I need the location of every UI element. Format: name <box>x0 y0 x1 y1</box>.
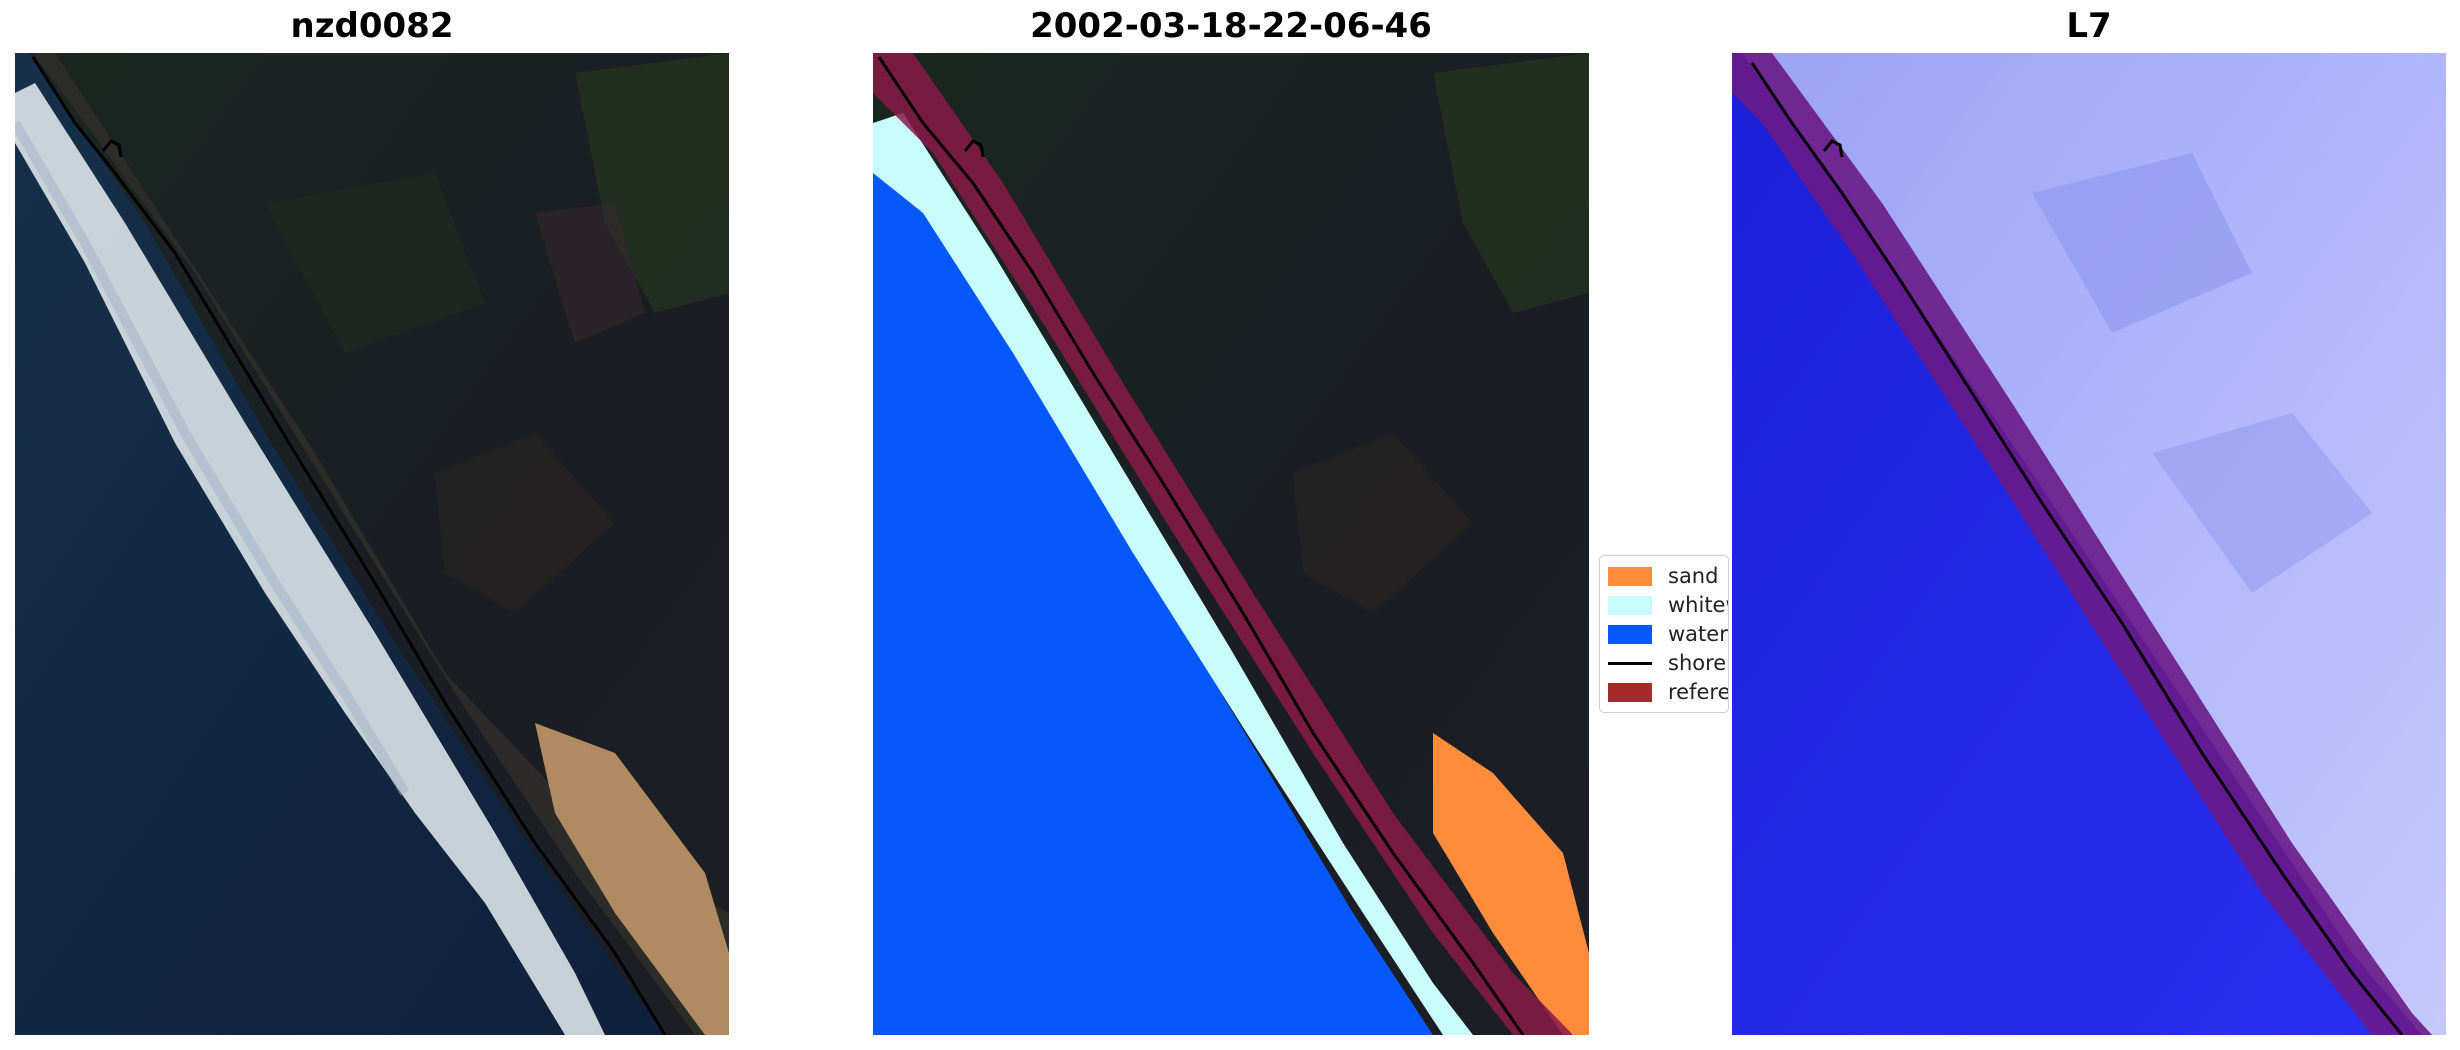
legend-item-reference: reference <box>1608 680 1729 704</box>
clearing-patch <box>1293 433 1473 613</box>
legend-label: reference <box>1668 680 1729 704</box>
classified-image <box>873 53 1589 1035</box>
ocean-area <box>15 53 665 1035</box>
index-image <box>1732 53 2446 1035</box>
legend-label: water <box>1668 622 1728 646</box>
clearing-patch <box>535 203 645 343</box>
shoreline <box>31 56 667 1035</box>
legend-line-shoreline <box>1608 661 1652 665</box>
panel-title-rgb: nzd0082 <box>290 6 454 46</box>
vegetation-patch <box>265 173 485 353</box>
panel-title-index: L7 <box>2066 6 2112 46</box>
legend-swatch-whitewater <box>1608 595 1652 615</box>
legend-swatch-sand <box>1608 566 1652 586</box>
beach-sand-dune <box>535 723 729 1035</box>
shoreline-inlet <box>1822 139 1844 158</box>
surf-zone-inner <box>15 120 410 796</box>
land-texture <box>2152 413 2372 593</box>
clearing-patch <box>435 433 615 613</box>
reference-buffer <box>1732 53 2432 1035</box>
legend-item-water: water <box>1608 622 1728 646</box>
shoreline <box>1750 62 2404 1035</box>
legend-label: shoreline <box>1668 651 1728 675</box>
legend-swatch-reference <box>1608 682 1652 702</box>
shoreline-inlet <box>101 139 123 158</box>
legend-item-sand: sand <box>1608 564 1718 588</box>
legend-label: sand <box>1668 564 1719 588</box>
vegetation-patch <box>575 53 729 313</box>
legend-item-shoreline: shoreline <box>1608 651 1728 675</box>
sand-class <box>1433 733 1589 1035</box>
rgb-satellite-image <box>15 53 729 1035</box>
legend-swatch-water <box>1608 624 1652 644</box>
whitewater-class <box>873 113 1473 1035</box>
vegetation-patch <box>1433 53 1589 313</box>
panel-title-classified: 2002-03-18-22-06-46 <box>1030 6 1432 46</box>
surf-zone <box>15 83 605 1035</box>
shoreline-inlet <box>963 139 985 158</box>
shoreline <box>877 56 1525 1035</box>
land-texture <box>2032 153 2252 333</box>
